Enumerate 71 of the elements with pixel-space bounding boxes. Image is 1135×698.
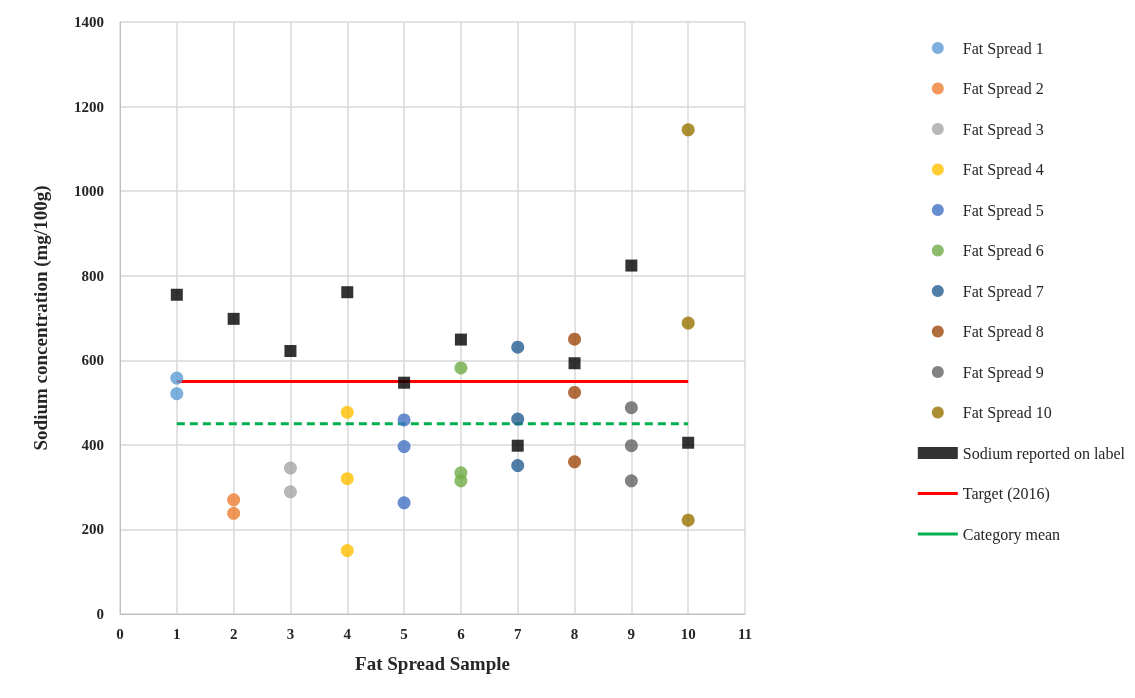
x-tick-label: 3 bbox=[286, 625, 295, 642]
point bbox=[568, 455, 582, 469]
y-tick-label: 0 bbox=[96, 606, 104, 622]
point bbox=[624, 474, 638, 488]
point bbox=[681, 316, 695, 330]
point bbox=[397, 413, 411, 427]
point bbox=[170, 371, 184, 385]
point bbox=[511, 412, 525, 426]
point bbox=[340, 405, 354, 419]
point bbox=[170, 288, 183, 301]
legend-label: Fat Spread 3 bbox=[962, 120, 1044, 139]
legend-label: Fat Spread 6 bbox=[962, 242, 1044, 260]
point bbox=[340, 544, 354, 558]
point bbox=[682, 436, 695, 449]
point bbox=[227, 493, 241, 507]
legend-label: Fat Spread 10 bbox=[962, 404, 1052, 422]
y-tick-label: 400 bbox=[81, 436, 104, 453]
x-tick-label: 0 bbox=[116, 625, 124, 642]
x-tick-label: 6 bbox=[457, 625, 466, 642]
x-tick-label: 11 bbox=[737, 625, 753, 642]
point bbox=[170, 387, 184, 401]
y-tick-label: 200 bbox=[81, 521, 104, 538]
point bbox=[454, 474, 468, 488]
point bbox=[283, 461, 297, 475]
point bbox=[624, 439, 638, 453]
point bbox=[568, 385, 582, 399]
point bbox=[511, 439, 524, 452]
point bbox=[341, 286, 354, 299]
point bbox=[625, 259, 638, 272]
point bbox=[454, 361, 468, 375]
legend-label: Sodium reported on label bbox=[962, 444, 1126, 463]
legend-label: Target (2016) bbox=[962, 485, 1050, 503]
y-tick-label: 1200 bbox=[74, 98, 104, 115]
point bbox=[283, 485, 297, 499]
y-tick-label: 800 bbox=[81, 267, 104, 284]
point bbox=[511, 340, 525, 354]
point bbox=[397, 496, 411, 510]
y-tick-label: 600 bbox=[81, 352, 104, 369]
point bbox=[511, 459, 525, 473]
point bbox=[284, 344, 297, 357]
legend-label: Fat Spread 1 bbox=[962, 39, 1044, 58]
legend-label: Fat Spread 9 bbox=[962, 363, 1044, 382]
x-tick-label: 1 bbox=[173, 625, 181, 642]
legend-label: Category mean bbox=[962, 525, 1061, 544]
x-tick-label: 8 bbox=[570, 625, 579, 642]
legend-label: Fat Spread 8 bbox=[962, 323, 1044, 341]
x-tick-label: 5 bbox=[400, 625, 408, 642]
point bbox=[227, 312, 240, 325]
x-tick-label: 7 bbox=[513, 625, 522, 642]
x-tick-label: 10 bbox=[680, 625, 696, 642]
y-axis-title: Sodium concentration (mg/100g) bbox=[30, 185, 52, 451]
x-tick-label: 2 bbox=[229, 625, 238, 642]
legend-label: Fat Spread 5 bbox=[962, 201, 1044, 220]
point bbox=[568, 357, 581, 370]
legend-label: Fat Spread 7 bbox=[962, 282, 1044, 301]
point bbox=[340, 472, 354, 486]
x-tick-label: 9 bbox=[627, 625, 636, 642]
point bbox=[681, 513, 695, 527]
point bbox=[454, 333, 467, 346]
point bbox=[568, 332, 582, 346]
y-tick-label: 1400 bbox=[74, 14, 104, 30]
x-tick-label: 4 bbox=[343, 625, 352, 642]
y-tick-label: 1000 bbox=[74, 183, 104, 200]
point bbox=[227, 506, 241, 520]
point bbox=[624, 401, 638, 415]
x-axis-title: Fat Spread Sample bbox=[355, 653, 510, 674]
legend-label: Fat Spread 2 bbox=[962, 80, 1044, 98]
point bbox=[681, 123, 695, 137]
point bbox=[397, 440, 411, 454]
legend-label: Fat Spread 4 bbox=[962, 161, 1044, 179]
point bbox=[398, 376, 411, 389]
